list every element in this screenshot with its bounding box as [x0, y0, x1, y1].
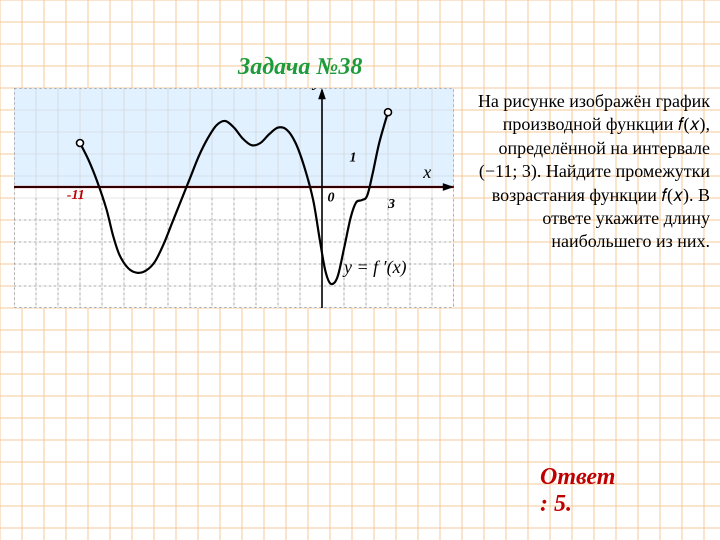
svg-text:1: 1 [350, 151, 357, 166]
svg-text:0: 0 [328, 190, 335, 205]
problem-statement: На рисунке изображён график производной … [470, 90, 710, 254]
chart-svg: x y 0 1 -11 3 y = f ′(x) [14, 88, 454, 308]
title-number: 38 [338, 54, 362, 80]
answer-value: : 5. [540, 491, 572, 517]
svg-text:y: y [311, 88, 321, 90]
svg-text:y = f ′(x): y = f ′(x) [342, 257, 407, 278]
answer-label: Ответ [540, 464, 615, 490]
svg-text:3: 3 [387, 197, 395, 212]
answer-block: Ответ : 5. [540, 464, 615, 518]
svg-text:-11: -11 [67, 188, 85, 203]
problem-title: Задача №38 [238, 54, 362, 81]
svg-text:x: x [422, 162, 431, 182]
title-prefix: Задача № [238, 54, 338, 80]
derivative-chart: x y 0 1 -11 3 y = f ′(x) [14, 88, 454, 308]
